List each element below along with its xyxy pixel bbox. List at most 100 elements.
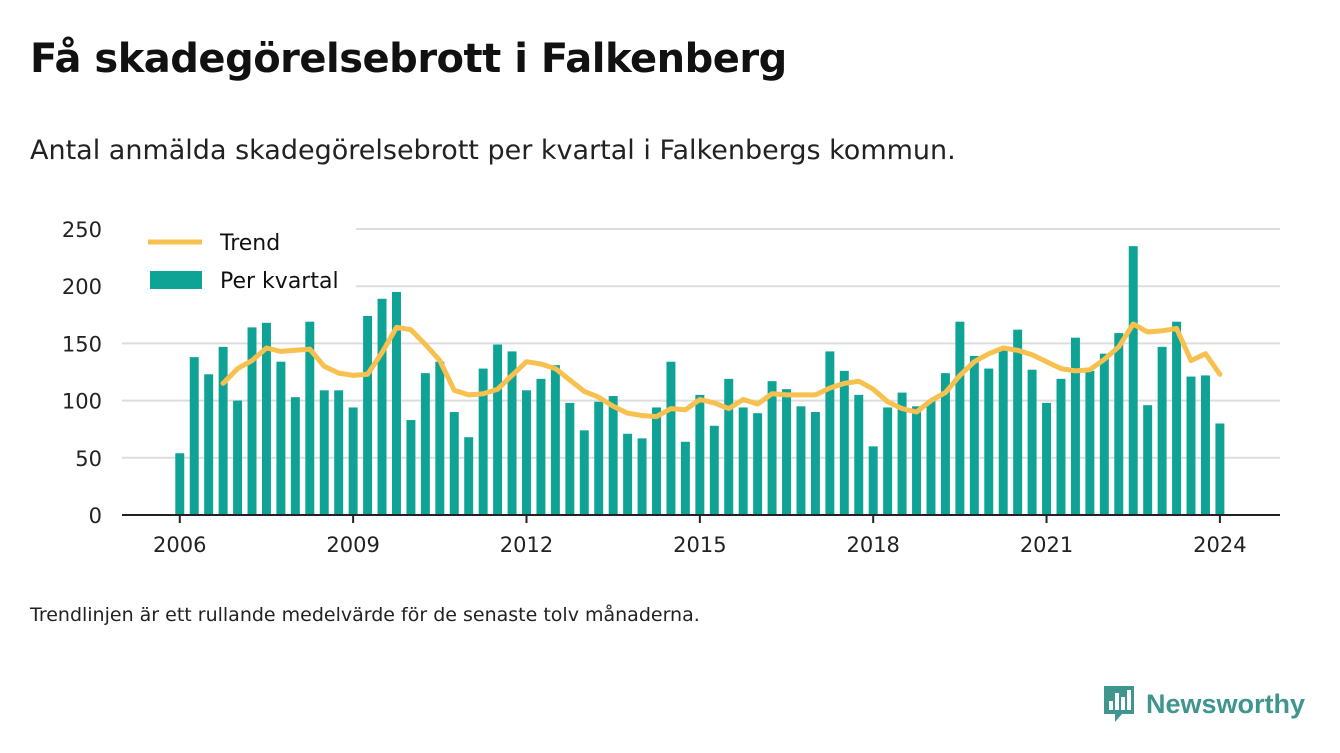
bar (1215, 423, 1225, 515)
bar (391, 291, 401, 515)
bar (753, 413, 763, 515)
brand[interactable]: Newsworthy (1102, 682, 1305, 726)
bar (1114, 333, 1124, 515)
bar (709, 425, 719, 515)
x-tick-label: 2015 (673, 533, 726, 557)
bar (623, 433, 633, 515)
bar (1143, 405, 1153, 515)
y-tick-label: 150 (62, 332, 102, 356)
bar (507, 351, 517, 515)
trend-line (220, 321, 1223, 420)
bar (1042, 402, 1052, 515)
bar (854, 394, 864, 515)
y-tick-label: 250 (62, 218, 102, 242)
bar (334, 390, 344, 515)
x-tick-label: 2012 (500, 533, 553, 557)
y-tick-label: 0 (89, 504, 102, 528)
bar (680, 441, 690, 515)
bar (464, 437, 474, 515)
x-tick-labels: 2006 2009 2012 2015 2018 2021 2024 (153, 515, 1247, 557)
bar (955, 321, 965, 515)
bar (796, 406, 806, 515)
bar (233, 400, 243, 515)
bar (305, 321, 315, 515)
bar (377, 298, 387, 515)
bar (247, 327, 257, 515)
bar (594, 401, 604, 515)
y-tick-label: 200 (62, 275, 102, 299)
bar (767, 381, 777, 515)
x-tick-label: 2006 (153, 533, 206, 557)
bar (637, 438, 647, 515)
bar (319, 390, 329, 515)
bar (478, 368, 488, 515)
bar (348, 407, 358, 515)
bar (1056, 378, 1066, 515)
x-tick-label: 2009 (326, 533, 379, 557)
legend: Trend Per kvartal (122, 222, 356, 300)
legend-trend-label: Trend (219, 231, 280, 256)
legend-bar-label: Per kvartal (220, 269, 339, 294)
bar (652, 407, 661, 515)
bar (810, 412, 820, 515)
y-tick-labels: 0 50 100 150 200 250 (62, 218, 102, 528)
bar (738, 407, 748, 515)
bar (883, 407, 893, 515)
bar (926, 400, 936, 515)
bar (839, 370, 849, 515)
bar (204, 374, 214, 515)
x-tick-label: 2024 (1193, 533, 1246, 557)
bar (666, 361, 676, 515)
bar (579, 430, 589, 515)
bar (912, 406, 922, 515)
bar (363, 315, 373, 515)
bar (218, 346, 228, 515)
chart-subtitle: Antal anmälda skadegörelsebrott per kvar… (30, 135, 956, 166)
bar (175, 453, 185, 515)
bar (189, 357, 199, 515)
bar (276, 361, 286, 515)
bar (695, 394, 705, 515)
y-tick-label: 50 (75, 447, 102, 471)
bar (1172, 321, 1182, 515)
bar (449, 412, 459, 515)
bar (868, 446, 878, 515)
bar (1085, 370, 1095, 515)
bar (984, 368, 994, 515)
bar (1157, 346, 1167, 515)
bar (1200, 375, 1210, 515)
bar (290, 397, 300, 515)
bar (1070, 337, 1080, 515)
bar-series (175, 246, 1225, 515)
bar (1099, 353, 1109, 515)
bar (825, 351, 835, 515)
bar (522, 390, 531, 515)
bar (998, 349, 1008, 515)
x-tick-label: 2021 (1020, 533, 1073, 557)
bar (536, 378, 546, 515)
x-tick-label: 2018 (846, 533, 899, 557)
bar (1013, 329, 1023, 515)
legend-bar-swatch (150, 271, 202, 289)
chart: 0 50 100 150 200 250 2006 2009 2012 2015 2018 2021… (62, 218, 1280, 557)
bar (493, 344, 503, 515)
bar (1128, 246, 1138, 515)
bar (261, 322, 271, 515)
y-tick-label: 100 (62, 390, 102, 414)
footnote: Trendlinjen är ett rullande medelvärde f… (30, 604, 700, 626)
newsworthy-logo-icon (1104, 686, 1134, 722)
bar (608, 396, 618, 515)
bar (420, 373, 430, 515)
bar (435, 361, 445, 515)
bar (565, 402, 575, 515)
brand-name: Newsworthy (1146, 688, 1306, 719)
bar (1027, 369, 1037, 515)
bar (940, 373, 950, 515)
bar (969, 355, 979, 515)
bar (1186, 376, 1196, 515)
bar (782, 389, 791, 515)
bar (406, 420, 416, 515)
bar (724, 378, 734, 515)
chart-title: Få skadegörelsebrott i Falkenberg (30, 36, 787, 82)
bar (550, 365, 560, 515)
